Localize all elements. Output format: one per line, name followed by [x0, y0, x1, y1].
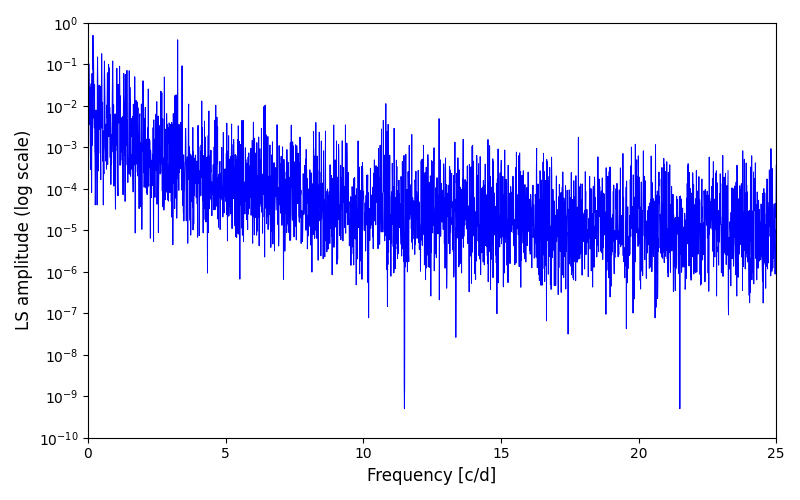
X-axis label: Frequency [c/d]: Frequency [c/d] — [367, 467, 497, 485]
Y-axis label: LS amplitude (log scale): LS amplitude (log scale) — [15, 130, 33, 330]
